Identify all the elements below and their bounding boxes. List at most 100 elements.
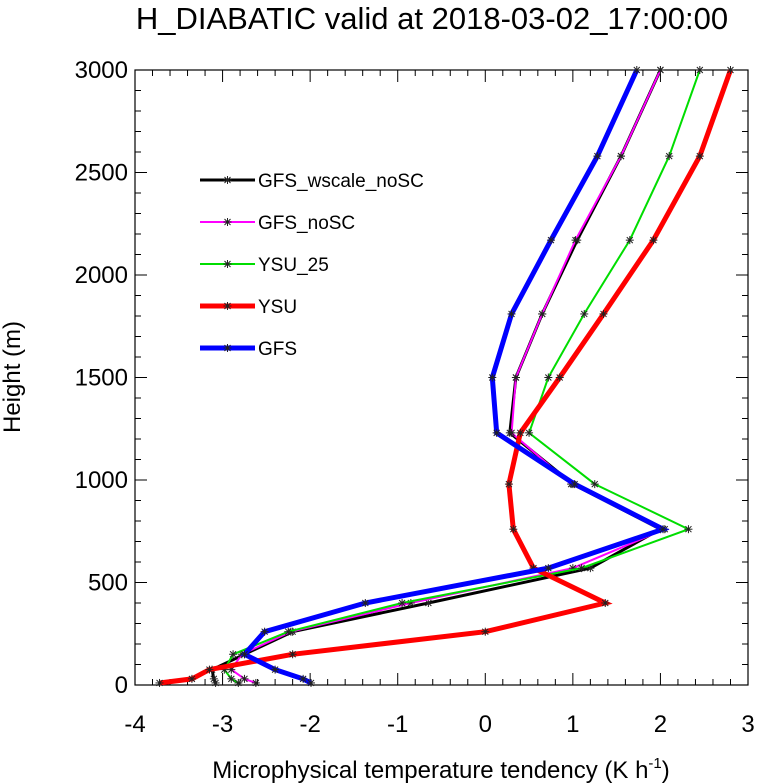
legend-marker-gfs-wscale-nosc [224, 176, 231, 184]
data-point-gfs-wscale-nosc [587, 564, 594, 572]
data-point-ysu [505, 480, 513, 488]
x-axis-label-superscript: -1 [648, 755, 661, 772]
x-tick-label: 1 [566, 711, 579, 738]
data-point-gfs-nosc [657, 66, 664, 74]
legend: GFS_wscale_noSC GFS_noSC YSU_25 YSU GFS [200, 171, 424, 360]
data-point-gfs [241, 650, 248, 658]
x-tick-label: -1 [387, 711, 408, 738]
data-point-gfs-nosc [252, 679, 260, 687]
data-point-gfs-wscale-nosc [212, 679, 219, 687]
x-tick-label: -4 [124, 711, 145, 738]
data-point-gfs-wscale-nosc [425, 599, 432, 607]
series-line-gfs [240, 68, 670, 686]
data-point-ysu [696, 152, 704, 160]
data-point-ysu-25 [696, 66, 704, 74]
data-point-ysu [516, 429, 524, 437]
data-point-ysu [188, 675, 196, 683]
legend-item-gfs-nosc: GFS_noSC [200, 213, 355, 234]
axes: -4 -3 -2 -1 0 1 2 3 0 500 1000 1500 2000 2500 3000 [75, 57, 755, 738]
chart-title: H_DIABATIC valid at 2018-03-02_17:00:00 [136, 1, 728, 36]
legend-label-ysu-25: YSU_25 [258, 255, 329, 276]
data-point-gfs [508, 310, 515, 318]
x-tick-label: 3 [741, 711, 754, 738]
series-ysu [155, 66, 735, 687]
data-point-ysu-25 [578, 564, 585, 572]
series-gfs [240, 66, 670, 687]
x-tick-label: -2 [299, 711, 320, 738]
x-tick-label: 0 [479, 711, 492, 738]
data-point-ysu-25 [525, 429, 533, 437]
x-axis-label: Microphysical temperature tendency (K h-… [212, 755, 670, 784]
data-point-ysu [509, 525, 517, 533]
data-point-gfs [594, 152, 601, 160]
series-line-gfs-nosc [229, 69, 668, 684]
series-line-ysu [159, 69, 733, 686]
legend-item-gfs: GFS [200, 339, 297, 360]
y-tick-label: 1000 [75, 467, 128, 494]
legend-marker-gfs [224, 344, 231, 352]
data-point-ysu-25 [626, 236, 634, 244]
data-point-ysu [481, 628, 489, 636]
y-tick-label: 3000 [75, 57, 128, 84]
data-point-ysu-25 [591, 480, 599, 488]
data-point-gfs-nosc [538, 310, 546, 318]
plot-frame [134, 69, 749, 686]
data-point-ysu [556, 374, 564, 381]
series-line-ysu-25 [223, 69, 701, 684]
data-point-gfs-nosc [241, 675, 248, 683]
data-point-gfs [544, 564, 552, 572]
series-ysu-25 [220, 66, 704, 687]
data-point-ysu-25 [229, 650, 237, 658]
data-point-ysu [650, 236, 657, 244]
legend-label-gfs: GFS [258, 339, 297, 360]
data-point-gfs [271, 666, 279, 673]
legend-item-ysu-25: YSU_25 [200, 255, 329, 276]
legend-marker-ysu [224, 302, 231, 310]
y-tick-label: 2000 [75, 262, 128, 289]
data-point-ysu [206, 666, 213, 673]
data-point-gfs-nosc [617, 152, 625, 160]
y-axis-label: Height (m) [0, 321, 26, 433]
data-point-gfs [571, 480, 578, 488]
data-point-gfs [307, 679, 315, 687]
data-point-ysu [601, 599, 609, 607]
x-tick-label: -3 [212, 711, 233, 738]
legend-item-ysu: YSU [200, 297, 297, 318]
data-point-ysu-25 [227, 675, 235, 683]
legend-label-ysu: YSU [258, 297, 297, 318]
x-axis-label-main: Microphysical temperature tendency (K h [212, 757, 648, 784]
x-tick-label: 2 [654, 711, 667, 738]
legend-marker-ysu-25 [224, 260, 231, 268]
data-point-gfs [299, 675, 307, 683]
y-tick-label: 2500 [75, 160, 128, 187]
series-group [155, 66, 735, 687]
data-point-ysu-25 [234, 679, 242, 687]
data-point-gfs [261, 628, 268, 636]
legend-marker-gfs-nosc [224, 218, 231, 226]
legend-label-gfs-wscale-nosc: GFS_wscale_noSC [258, 171, 424, 192]
data-point-gfs-nosc [572, 236, 579, 244]
data-point-gfs-nosc [508, 429, 515, 437]
data-point-ysu-25 [685, 525, 692, 533]
data-point-gfs [633, 66, 641, 74]
data-point-ysu [600, 310, 607, 318]
y-tick-label: 0 [115, 672, 128, 699]
data-point-gfs [361, 599, 369, 607]
data-point-ysu [289, 650, 296, 658]
data-point-gfs-wscale-nosc [210, 675, 218, 683]
data-point-gfs [488, 374, 496, 381]
legend-label-gfs-nosc: GFS_noSC [258, 213, 355, 234]
data-point-gfs [659, 525, 667, 533]
data-point-ysu-25 [580, 310, 588, 318]
data-point-ysu-25 [398, 599, 406, 607]
data-point-gfs-nosc [512, 374, 520, 381]
y-tick-label: 500 [88, 570, 128, 597]
data-point-ysu-25 [284, 628, 292, 636]
data-point-ysu [156, 679, 163, 687]
data-point-gfs [493, 429, 501, 437]
data-point-ysu-25 [665, 152, 673, 160]
x-axis-label-end: ) [662, 757, 670, 784]
data-point-ysu [727, 66, 734, 74]
data-point-ysu-25 [544, 374, 552, 381]
